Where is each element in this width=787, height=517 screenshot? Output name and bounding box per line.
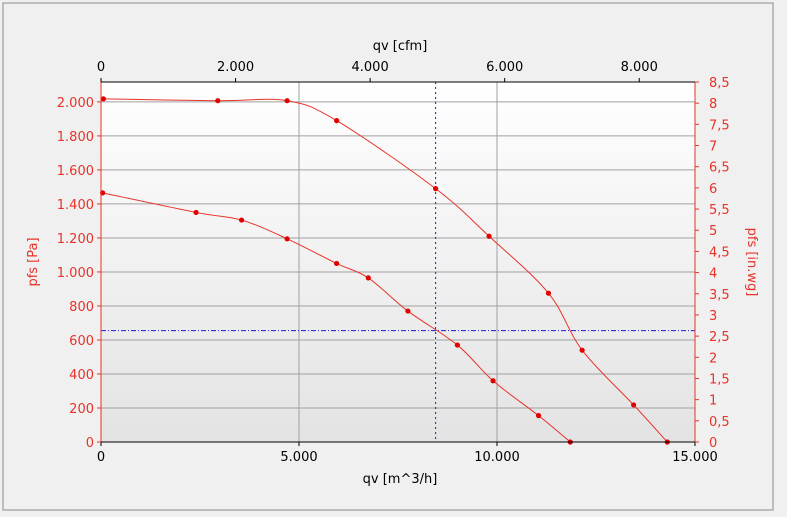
y-tick-label: 400 [69,368,94,383]
y-tick-label: 1.400 [57,198,94,213]
y2-tick-label: 1,5 [709,372,730,387]
x2-tick-label: 6.000 [486,60,523,75]
y-tick-label: 1.000 [57,266,94,281]
data-point [486,233,492,239]
data-point [284,98,290,104]
x-tick-label: 15.000 [672,450,718,465]
y2-tick-label: 8,5 [709,76,730,91]
data-point [535,413,542,419]
crosshair [101,82,695,442]
data-point [365,275,371,281]
data-point [215,98,221,104]
data-point [193,209,199,216]
y2-tick-label: 3,5 [709,288,730,303]
y2-tick-label: 2,5 [709,330,730,345]
data-point [238,217,245,223]
data-point [545,290,552,296]
x2-tick-label: 0 [97,60,105,75]
y-tick-label: 1.800 [57,130,94,145]
chart-border [2,2,774,511]
data-point [405,308,411,314]
y2-tick-label: 5,5 [709,203,730,218]
y2-tick-label: 2 [709,351,717,366]
y2-tick-label: 0,5 [709,415,730,430]
x-tick-label: 10.000 [474,450,520,465]
y-tick-label: 0 [86,436,94,451]
y2-tick-label: 6,5 [709,161,730,176]
x2-tick-label: 8.000 [621,60,658,75]
y2-tick-label: 3 [709,309,717,324]
y-tick-label: 600 [69,334,94,349]
axes [100,81,696,443]
series-layer [99,96,670,445]
y-tick-label: 200 [69,402,94,417]
x2-tick-label: 4.000 [352,60,389,75]
y2-tick-label: 8 [709,97,717,112]
data-point [490,378,496,384]
data-point [334,118,340,124]
x-tick-label: 5.000 [280,450,317,465]
data-point [284,236,290,242]
x-tick-label: 0 [97,450,105,465]
y-axis-label: pfs [Pa] [26,237,41,286]
y2-tick-label: 7,5 [709,118,730,133]
y2-tick-label: 4,5 [709,245,730,260]
y-tick-label: 800 [69,300,94,315]
y2-tick-label: 7 [709,140,717,155]
y2-tick-label: 0 [709,436,717,451]
data-point [631,402,637,408]
y2-tick-label: 4 [709,267,717,282]
y2-tick-label: 6 [709,182,717,197]
x2-axis-label: qv [cfm] [373,39,428,54]
data-point [433,186,439,192]
data-point [454,342,460,348]
y2-tick-label: 5 [709,224,717,239]
y2-tick-label: 1 [709,394,717,409]
x-axis-label: qv [m^3/h] [363,472,438,487]
plot-area [101,82,695,442]
y2-axis-label: pfs [in.wg] [744,228,759,297]
y-tick-label: 1.600 [57,164,94,179]
y-tick-label: 2.000 [57,96,94,111]
series-line-1 [103,98,668,443]
y-tick-label: 1.200 [57,232,94,247]
x2-tick-label: 2.000 [217,60,254,75]
data-point [100,96,106,102]
data-point [579,347,585,353]
data-point [334,260,340,267]
